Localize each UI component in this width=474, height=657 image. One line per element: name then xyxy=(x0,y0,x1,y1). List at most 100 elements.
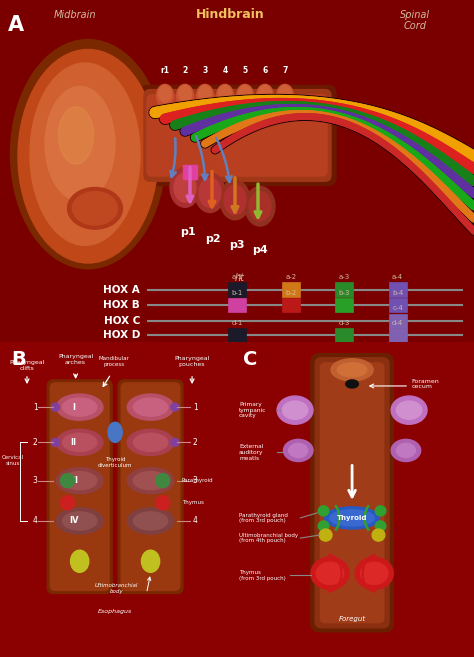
Text: Parathyroid: Parathyroid xyxy=(182,478,214,483)
Ellipse shape xyxy=(58,106,93,164)
Ellipse shape xyxy=(179,85,191,102)
Text: Cervical
sinus: Cervical sinus xyxy=(2,455,24,466)
Text: r1: r1 xyxy=(161,66,170,75)
Ellipse shape xyxy=(219,85,231,102)
Ellipse shape xyxy=(133,398,168,416)
Circle shape xyxy=(319,521,329,531)
Ellipse shape xyxy=(141,550,160,572)
Ellipse shape xyxy=(56,429,103,455)
Text: 1: 1 xyxy=(193,403,198,412)
Ellipse shape xyxy=(279,85,292,102)
Bar xyxy=(389,283,407,297)
Text: Ultimobranchial
body: Ultimobranchial body xyxy=(94,583,138,594)
Ellipse shape xyxy=(63,472,97,489)
Text: b-3: b-3 xyxy=(338,290,350,296)
Ellipse shape xyxy=(67,187,122,229)
Ellipse shape xyxy=(195,173,225,212)
Text: Thymus
(from 3rd pouch): Thymus (from 3rd pouch) xyxy=(239,570,286,581)
Ellipse shape xyxy=(170,168,200,207)
Text: Esophagus: Esophagus xyxy=(98,608,132,614)
Ellipse shape xyxy=(249,192,271,221)
Ellipse shape xyxy=(71,550,89,572)
Ellipse shape xyxy=(199,178,221,207)
Text: 2: 2 xyxy=(33,438,37,447)
Ellipse shape xyxy=(171,438,179,446)
Ellipse shape xyxy=(51,403,59,411)
Bar xyxy=(228,328,246,343)
Text: 4: 4 xyxy=(33,516,37,526)
Text: 7: 7 xyxy=(283,66,288,75)
Ellipse shape xyxy=(391,396,427,424)
FancyBboxPatch shape xyxy=(320,363,384,623)
Ellipse shape xyxy=(220,180,250,220)
Ellipse shape xyxy=(276,84,293,107)
Text: B: B xyxy=(11,350,26,369)
FancyBboxPatch shape xyxy=(140,85,336,185)
Text: b-2: b-2 xyxy=(285,290,297,296)
Circle shape xyxy=(375,521,386,531)
Text: Hindbrain: Hindbrain xyxy=(196,9,264,21)
Ellipse shape xyxy=(330,510,374,526)
Text: c-4: c-4 xyxy=(392,306,403,311)
Ellipse shape xyxy=(133,434,168,451)
Ellipse shape xyxy=(30,63,140,245)
Text: ht: ht xyxy=(235,273,245,283)
Text: Parathyroid gland
(from 3rd pouch): Parathyroid gland (from 3rd pouch) xyxy=(239,512,288,524)
FancyBboxPatch shape xyxy=(315,358,389,627)
Text: Primary
tympanic
cavity: Primary tympanic cavity xyxy=(239,402,266,419)
Text: Mandibular
process: Mandibular process xyxy=(99,355,129,367)
Text: b-4: b-4 xyxy=(392,290,403,296)
Ellipse shape xyxy=(108,422,122,442)
Ellipse shape xyxy=(158,85,172,102)
Ellipse shape xyxy=(176,84,193,107)
Circle shape xyxy=(155,474,170,487)
Text: Midbrain: Midbrain xyxy=(54,11,96,20)
Ellipse shape xyxy=(127,508,174,534)
Ellipse shape xyxy=(10,39,165,269)
Ellipse shape xyxy=(127,394,174,420)
Bar xyxy=(335,328,353,343)
Text: a-2: a-2 xyxy=(285,274,296,280)
Text: Spinal: Spinal xyxy=(400,11,430,20)
Ellipse shape xyxy=(391,440,421,461)
Ellipse shape xyxy=(311,557,349,589)
Ellipse shape xyxy=(18,49,158,263)
FancyBboxPatch shape xyxy=(311,353,393,632)
Ellipse shape xyxy=(361,562,388,585)
Text: A: A xyxy=(8,14,24,35)
Text: Pharyngeal
arches: Pharyngeal arches xyxy=(58,353,93,365)
FancyBboxPatch shape xyxy=(47,380,112,593)
Text: 3: 3 xyxy=(192,476,198,485)
Text: Thymus: Thymus xyxy=(182,501,204,505)
Ellipse shape xyxy=(238,85,252,102)
Ellipse shape xyxy=(174,173,196,202)
Text: Foramen
cecum: Foramen cecum xyxy=(411,378,439,390)
Ellipse shape xyxy=(171,403,179,411)
Text: p2: p2 xyxy=(205,235,221,244)
Text: 4: 4 xyxy=(222,66,228,75)
Text: HOX D: HOX D xyxy=(103,330,140,340)
FancyBboxPatch shape xyxy=(147,95,327,176)
Circle shape xyxy=(319,529,332,541)
Ellipse shape xyxy=(156,84,173,107)
Text: Pharyngeal
clifts: Pharyngeal clifts xyxy=(9,360,45,371)
Ellipse shape xyxy=(63,512,97,530)
FancyBboxPatch shape xyxy=(50,383,109,591)
Text: Thyroid
diverticulum: Thyroid diverticulum xyxy=(98,457,132,468)
Text: a-1: a-1 xyxy=(232,274,243,280)
Text: p1: p1 xyxy=(180,227,196,237)
Bar xyxy=(335,298,353,313)
Text: d-1: d-1 xyxy=(232,320,243,326)
Ellipse shape xyxy=(63,398,97,416)
Text: IV: IV xyxy=(69,516,78,526)
Text: 6: 6 xyxy=(263,66,268,75)
Bar xyxy=(228,298,246,313)
Bar xyxy=(389,328,407,343)
Ellipse shape xyxy=(283,401,308,419)
Text: C: C xyxy=(243,350,258,369)
Ellipse shape xyxy=(199,85,211,102)
Circle shape xyxy=(319,506,329,516)
FancyBboxPatch shape xyxy=(121,383,180,591)
Bar xyxy=(183,164,197,179)
Ellipse shape xyxy=(73,192,118,225)
